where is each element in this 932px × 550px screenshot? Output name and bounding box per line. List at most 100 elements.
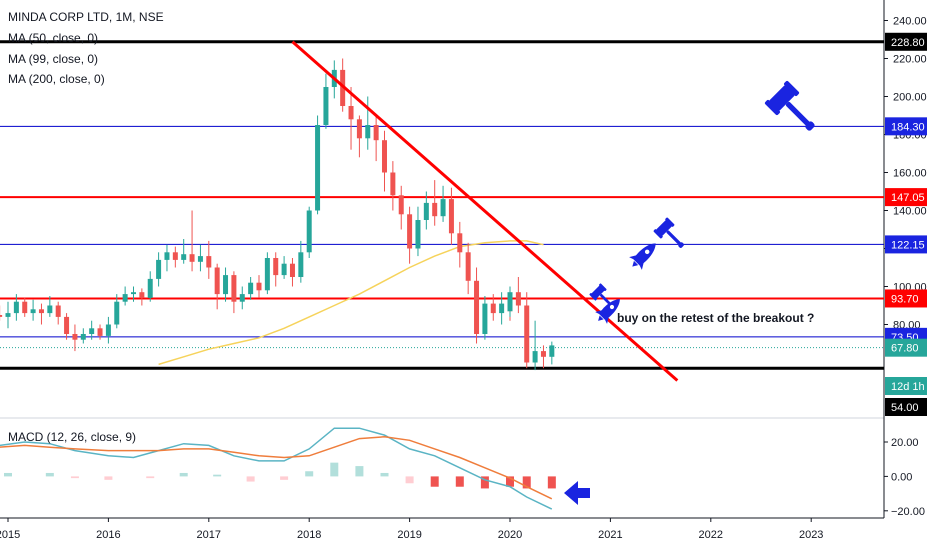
macd-histogram-bar	[146, 476, 155, 479]
macd-histogram-bar	[547, 476, 556, 489]
candle	[407, 214, 413, 249]
rocket-icon	[629, 243, 656, 270]
candle	[490, 303, 496, 314]
time-tick-label: 2018	[297, 529, 321, 541]
candle	[432, 202, 438, 217]
macd-line	[0, 427, 553, 510]
candle	[47, 305, 53, 314]
macd-histogram-bar	[506, 476, 514, 487]
candle	[72, 334, 78, 340]
price-level-badge	[885, 188, 927, 207]
arrow-left-icon	[564, 481, 590, 505]
candle	[164, 252, 170, 260]
price-level-badge-label: 54.00	[891, 402, 919, 414]
candle	[499, 303, 505, 314]
rocket-icon	[595, 299, 620, 324]
price-tick-label: 240.00	[893, 16, 927, 28]
candle	[474, 280, 480, 334]
macd-legend: MACD (12, 26, close, 9)	[8, 430, 137, 444]
time-tick-label: 2016	[96, 529, 120, 541]
macd-histogram-bar	[522, 476, 531, 489]
price-level-badge	[885, 32, 927, 51]
candle	[448, 199, 454, 234]
price-level-badge-label: 147.05	[891, 192, 925, 204]
candle	[80, 334, 86, 340]
time-tick-label: 2019	[397, 529, 421, 541]
time-tick-label: 2021	[598, 529, 622, 541]
candle	[55, 305, 61, 317]
candle	[38, 309, 44, 314]
time-tick-label: 2017	[197, 529, 221, 541]
symbol-title: MINDA CORP LTD, 1M, NSE	[8, 10, 164, 24]
candle	[398, 195, 404, 215]
candle	[206, 256, 212, 268]
candle	[524, 305, 530, 363]
macd-histogram-bar	[480, 476, 489, 489]
price-tick-label: 160.00	[893, 168, 927, 180]
macd-histogram-bar	[405, 476, 414, 484]
candle	[423, 202, 429, 220]
macd-histogram-bar	[355, 466, 364, 477]
price-level-badge	[885, 289, 927, 308]
candle	[97, 328, 103, 336]
ma-legend-2: MA (99, close, 0)	[8, 52, 99, 66]
macd-histogram-bar	[179, 472, 188, 477]
countdown-label: 12d 1h	[891, 381, 925, 393]
price-level-badge	[885, 235, 927, 254]
price-level-badge	[885, 117, 927, 136]
candle	[365, 125, 371, 139]
price-level-badge-label: 228.80	[891, 37, 925, 49]
macd-tick-label: −20.00	[891, 506, 925, 518]
ma-legend-1: MA (50, close, 0)	[8, 31, 99, 45]
macd-histogram-bar	[280, 476, 289, 480]
candle	[5, 313, 11, 317]
candle	[197, 256, 203, 262]
candle	[315, 125, 321, 211]
candle	[264, 258, 270, 291]
candle	[181, 254, 187, 260]
candle	[13, 301, 19, 314]
countdown-badge	[885, 377, 927, 395]
candle	[549, 345, 555, 357]
candle	[457, 233, 463, 253]
candle	[147, 278, 153, 298]
candle	[515, 292, 521, 306]
macd-tick-label: 20.00	[891, 437, 919, 449]
candle	[172, 252, 178, 260]
ma-line	[158, 240, 544, 366]
macd-histogram-bar	[104, 476, 113, 480]
candle	[390, 172, 396, 196]
candle	[273, 258, 279, 276]
candle	[323, 87, 329, 125]
candle	[22, 301, 28, 314]
macd-histogram-bar	[455, 476, 464, 487]
price-level-badge-label: 122.15	[891, 239, 925, 251]
macd-histogram-bar	[45, 472, 54, 477]
annotation-text: buy on the retest of the breakout ?	[617, 311, 814, 325]
gavel-icon	[653, 217, 684, 248]
macd-histogram-bar	[380, 472, 389, 477]
macd-histogram-bar	[330, 462, 339, 477]
candle	[122, 294, 128, 302]
macd-histogram-bar	[430, 476, 439, 487]
candle	[532, 351, 538, 363]
time-tick-label: 2022	[699, 529, 723, 541]
candle	[30, 309, 36, 314]
candle	[223, 275, 229, 295]
candle	[139, 292, 145, 298]
price-tick-label: 200.00	[893, 92, 927, 104]
price-tick-label: 140.00	[893, 206, 927, 218]
candle	[465, 252, 471, 281]
candle	[382, 140, 387, 173]
candle	[105, 324, 111, 336]
time-tick-label: 2020	[498, 529, 522, 541]
candle	[289, 263, 295, 277]
current-price-label: 67.80	[891, 343, 919, 355]
candle	[114, 301, 120, 325]
candle	[306, 210, 312, 253]
price-level-badge	[885, 398, 927, 416]
candle	[415, 220, 421, 249]
candle	[281, 263, 287, 276]
macd-histogram-bar	[246, 476, 255, 482]
